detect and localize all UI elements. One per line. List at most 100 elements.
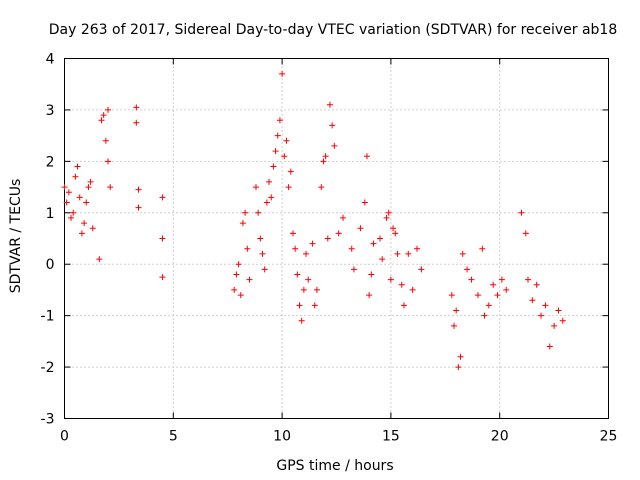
data-point xyxy=(457,353,464,360)
y-tick-label: 4 xyxy=(46,52,55,68)
data-point xyxy=(555,307,562,314)
data-point xyxy=(326,101,333,108)
data-point xyxy=(100,112,107,119)
y-tick-label: -1 xyxy=(41,309,55,325)
data-point xyxy=(494,292,501,299)
data-point xyxy=(89,225,96,232)
data-point xyxy=(370,240,377,247)
data-point xyxy=(61,184,68,191)
data-point xyxy=(485,302,492,309)
y-tick-label: -3 xyxy=(41,412,55,428)
data-point xyxy=(363,153,370,160)
data-point xyxy=(96,256,103,263)
x-axis-label: GPS time / hours xyxy=(276,458,393,474)
data-point xyxy=(246,276,253,283)
data-point xyxy=(68,214,75,221)
data-point xyxy=(546,343,553,350)
data-point xyxy=(309,240,316,247)
data-point xyxy=(289,230,296,237)
data-point xyxy=(366,292,373,299)
data-point xyxy=(276,117,283,124)
x-tick-label: 0 xyxy=(60,429,69,445)
data-point xyxy=(261,266,268,273)
data-point xyxy=(311,302,318,309)
data-point xyxy=(529,297,536,304)
data-point xyxy=(305,276,312,283)
data-point xyxy=(133,104,140,111)
data-point xyxy=(409,286,416,293)
data-point xyxy=(294,271,301,278)
data-point xyxy=(159,194,166,201)
data-point xyxy=(105,158,112,165)
y-tick-label: 3 xyxy=(46,103,55,119)
data-point xyxy=(538,312,545,319)
points-layer xyxy=(61,70,566,371)
data-point xyxy=(63,199,70,206)
data-point xyxy=(257,235,264,242)
data-point xyxy=(533,281,540,288)
data-point xyxy=(107,184,114,191)
data-point xyxy=(76,194,83,201)
data-point xyxy=(335,230,342,237)
data-point xyxy=(559,317,566,324)
data-point xyxy=(453,307,460,314)
data-point xyxy=(518,209,525,216)
data-point xyxy=(387,276,394,283)
data-point xyxy=(135,186,142,193)
data-point xyxy=(318,184,325,191)
data-point xyxy=(392,230,399,237)
data-point xyxy=(551,322,558,329)
data-point xyxy=(464,266,471,273)
data-point xyxy=(481,312,488,319)
x-tick-label: 10 xyxy=(273,429,291,445)
data-point xyxy=(233,271,240,278)
data-point xyxy=(503,286,510,293)
data-point xyxy=(105,106,112,113)
data-point xyxy=(400,302,407,309)
data-point xyxy=(70,209,77,216)
x-tick-label: 15 xyxy=(382,429,400,445)
data-point xyxy=(292,245,299,252)
data-point xyxy=(468,276,475,283)
data-point xyxy=(383,214,390,221)
data-point xyxy=(379,256,386,263)
data-point xyxy=(102,137,109,144)
data-point xyxy=(272,148,279,155)
data-point xyxy=(283,137,290,144)
data-point xyxy=(159,235,166,242)
data-point xyxy=(263,199,270,206)
data-point xyxy=(259,250,266,257)
data-point xyxy=(252,184,259,191)
data-point xyxy=(237,292,244,299)
data-point xyxy=(268,194,275,201)
data-point xyxy=(281,153,288,160)
data-point xyxy=(303,250,310,257)
data-point xyxy=(414,245,421,252)
data-point xyxy=(455,364,462,371)
data-point xyxy=(239,220,246,227)
y-tick-label: 2 xyxy=(46,154,55,170)
data-point xyxy=(135,204,142,211)
data-point xyxy=(357,225,364,232)
data-point xyxy=(298,317,305,324)
data-point xyxy=(78,230,85,237)
data-point xyxy=(418,266,425,273)
y-axis-label: SDTVAR / TECUs xyxy=(8,179,24,294)
data-point xyxy=(405,250,412,257)
data-point xyxy=(385,209,392,216)
data-point xyxy=(87,178,94,185)
data-point xyxy=(279,70,286,77)
data-point xyxy=(320,158,327,165)
data-point xyxy=(322,153,329,160)
data-point xyxy=(270,163,277,170)
data-point xyxy=(83,199,90,206)
data-point xyxy=(81,220,88,227)
data-point xyxy=(244,245,251,252)
data-point xyxy=(377,235,384,242)
y-tick-label: 0 xyxy=(46,257,55,273)
data-point xyxy=(479,245,486,252)
data-point xyxy=(331,142,338,149)
data-point xyxy=(300,286,307,293)
data-point xyxy=(287,168,294,175)
data-point xyxy=(448,292,455,299)
